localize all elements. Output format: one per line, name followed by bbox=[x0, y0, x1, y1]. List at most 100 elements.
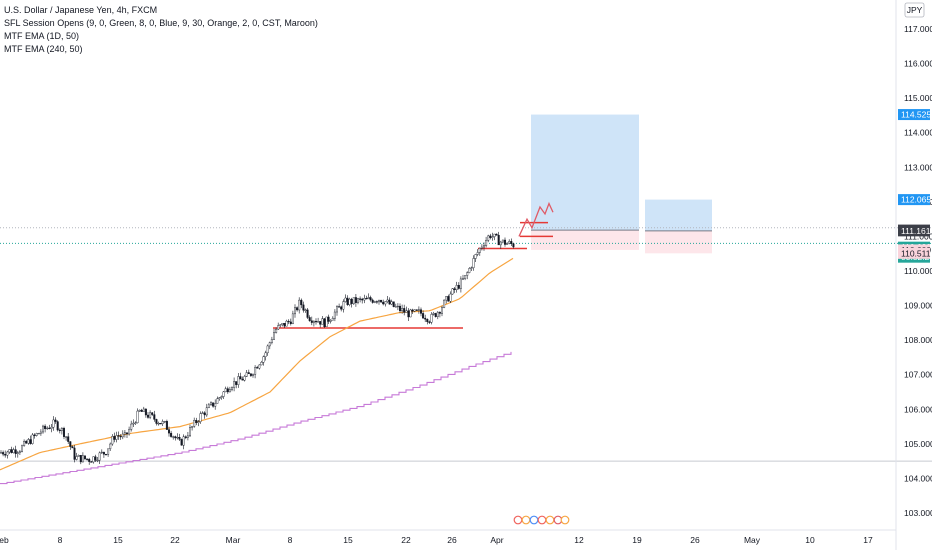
candle bbox=[270, 336, 273, 345]
candle bbox=[115, 431, 118, 443]
candle-body bbox=[203, 412, 206, 416]
candle bbox=[459, 276, 462, 293]
candle-body bbox=[432, 313, 435, 315]
candle-body bbox=[392, 301, 395, 307]
candle-body bbox=[8, 449, 11, 453]
session-icon-2 bbox=[521, 515, 531, 525]
candle bbox=[407, 308, 410, 322]
candle bbox=[378, 299, 381, 305]
candle-body bbox=[424, 317, 427, 320]
candle bbox=[342, 299, 345, 313]
candle bbox=[346, 295, 349, 306]
session-markers bbox=[513, 515, 570, 525]
candle-body bbox=[388, 299, 391, 305]
candle-body bbox=[107, 448, 110, 455]
candle bbox=[371, 298, 374, 304]
time-tick: 8 bbox=[58, 535, 63, 545]
candle bbox=[21, 444, 24, 453]
candle-body bbox=[14, 449, 17, 454]
indicator-mtf-ema-1d[interactable]: MTF EMA (1D, 50) bbox=[4, 31, 80, 41]
candle bbox=[489, 233, 492, 240]
candle-body bbox=[149, 412, 152, 418]
candle-body bbox=[96, 459, 99, 462]
candle bbox=[149, 410, 152, 420]
candle-body bbox=[510, 241, 513, 244]
candle-body bbox=[2, 452, 5, 455]
candle bbox=[77, 454, 80, 457]
candle-body bbox=[331, 318, 334, 321]
candle-body bbox=[199, 413, 202, 422]
candle-body bbox=[37, 433, 40, 435]
candle bbox=[243, 374, 246, 382]
candle-body bbox=[401, 308, 404, 312]
candle bbox=[367, 293, 370, 300]
candle bbox=[394, 303, 397, 308]
candle bbox=[478, 247, 481, 256]
candle-body bbox=[247, 372, 250, 374]
stop-zone-2 bbox=[645, 230, 712, 254]
candle bbox=[155, 418, 158, 426]
candle bbox=[188, 424, 191, 438]
candle-body bbox=[207, 404, 210, 408]
candle-body bbox=[27, 439, 30, 444]
candle bbox=[485, 236, 488, 248]
candle-body bbox=[308, 317, 311, 321]
candle bbox=[325, 316, 328, 328]
candle bbox=[361, 297, 364, 304]
candle bbox=[226, 386, 229, 394]
candle-body bbox=[136, 410, 139, 424]
candle-body bbox=[361, 298, 364, 301]
candle-body bbox=[474, 254, 477, 259]
candle bbox=[94, 454, 97, 462]
candle bbox=[83, 455, 86, 461]
price-tick: 105.000 bbox=[904, 439, 932, 449]
candle-body bbox=[357, 298, 360, 303]
price-tag: 110.511 bbox=[898, 247, 931, 259]
price-tag-label: 112.065 bbox=[901, 195, 931, 205]
currency-badge[interactable]: JPY bbox=[904, 2, 925, 18]
candle bbox=[140, 408, 143, 412]
candle bbox=[136, 408, 139, 424]
candles bbox=[0, 231, 515, 465]
session-icon-5 bbox=[545, 515, 555, 525]
candle-body bbox=[188, 427, 191, 437]
candle-body bbox=[275, 328, 278, 333]
candle-body bbox=[394, 306, 397, 308]
candle-body bbox=[123, 432, 126, 435]
candle bbox=[16, 450, 19, 458]
candle-body bbox=[228, 389, 231, 393]
candle bbox=[100, 449, 103, 454]
candle bbox=[44, 424, 47, 433]
price-tag-bg bbox=[898, 247, 930, 259]
candle bbox=[417, 306, 420, 314]
candle bbox=[161, 419, 164, 427]
candle-body bbox=[367, 297, 370, 299]
candle bbox=[438, 311, 441, 318]
candle-body bbox=[338, 306, 341, 308]
candle-body bbox=[413, 309, 416, 312]
candle bbox=[203, 411, 206, 419]
candle-body bbox=[63, 428, 66, 437]
candle-body bbox=[81, 455, 84, 463]
candle bbox=[403, 304, 406, 316]
candle bbox=[172, 435, 175, 440]
candle bbox=[470, 266, 473, 272]
candle bbox=[289, 318, 292, 326]
candle-body bbox=[405, 310, 408, 313]
indicator-session-opens[interactable]: SFL Session Opens (9, 0, Green, 8, 0, Bl… bbox=[4, 18, 318, 28]
candle-body bbox=[35, 433, 38, 436]
candle-body bbox=[483, 245, 486, 248]
candle-body bbox=[216, 398, 219, 404]
candle-body bbox=[449, 293, 452, 302]
candle bbox=[159, 423, 162, 425]
price-axis: 117.000 116.000 115.000 114.000 113.000 112.0… bbox=[904, 24, 932, 518]
candle bbox=[218, 396, 221, 401]
candle-body bbox=[323, 318, 326, 328]
candle-body bbox=[340, 306, 343, 310]
candle-body bbox=[279, 324, 282, 326]
candle bbox=[506, 242, 509, 245]
indicator-mtf-ema-240[interactable]: MTF EMA (240, 50) bbox=[4, 44, 83, 54]
candle bbox=[256, 365, 259, 369]
candle bbox=[365, 295, 368, 300]
